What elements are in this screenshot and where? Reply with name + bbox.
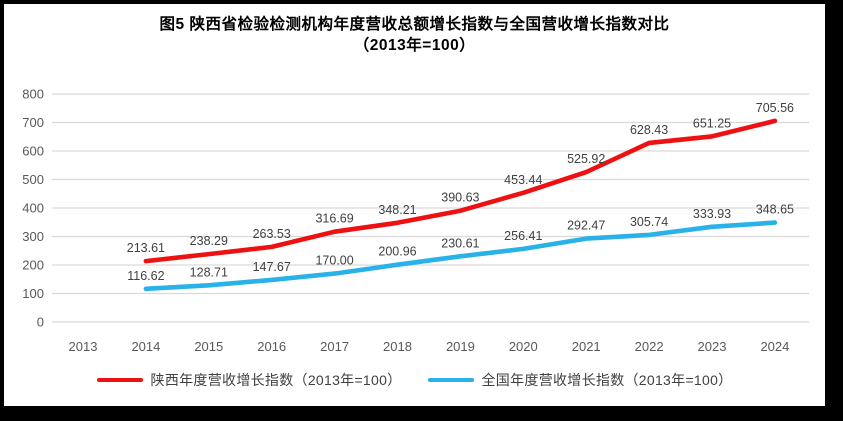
x-axis-tick-label: 2015 — [194, 339, 223, 354]
legend-item-national: 全国年度营收增长指数（2013年=100） — [427, 370, 733, 390]
x-axis-tick-label: 2014 — [131, 339, 160, 354]
data-label: 333.93 — [693, 207, 731, 221]
data-label: 128.71 — [190, 265, 228, 279]
y-axis-tick-label: 500 — [22, 172, 44, 187]
y-axis-tick-label: 200 — [22, 258, 44, 273]
x-axis-tick-label: 2013 — [69, 339, 98, 354]
data-label: 170.00 — [315, 254, 353, 268]
x-axis-tick-label: 2019 — [446, 339, 475, 354]
y-axis-tick-label: 400 — [22, 201, 44, 216]
data-label: 263.53 — [253, 227, 291, 241]
y-axis-tick-label: 0 — [37, 315, 44, 330]
chart-title-line2: （2013年=100） — [353, 37, 476, 54]
y-axis-tick-label: 100 — [22, 286, 44, 301]
x-axis-tick-label: 2023 — [698, 339, 727, 354]
x-axis-tick-label: 2020 — [509, 339, 538, 354]
legend-label-national: 全国年度营收增长指数（2013年=100） — [481, 372, 733, 388]
data-label: 292.47 — [567, 219, 605, 233]
x-axis-tick-label: 2022 — [635, 339, 664, 354]
data-label: 348.21 — [378, 203, 416, 217]
x-axis-tick-label: 2018 — [383, 339, 412, 354]
data-label: 390.63 — [441, 191, 479, 205]
data-label: 705.56 — [756, 101, 794, 115]
data-label: 628.43 — [630, 123, 668, 137]
data-label: 230.61 — [441, 236, 479, 250]
data-label: 147.67 — [253, 260, 291, 274]
x-axis-tick-label: 2016 — [257, 339, 286, 354]
data-label: 213.61 — [127, 241, 165, 255]
x-axis-tick-label: 2017 — [320, 339, 349, 354]
data-label: 651.25 — [693, 116, 731, 130]
national-line-marker-icon — [427, 377, 474, 383]
x-axis-tick-label: 2021 — [572, 339, 601, 354]
y-axis-tick-label: 700 — [22, 115, 44, 130]
data-label: 200.96 — [378, 245, 416, 259]
chart-title-line1: 图5 陕西省检验检测机构年度营收总额增长指数与全国营收增长指数对比 — [159, 16, 670, 33]
data-label: 525.92 — [567, 152, 605, 166]
line-chart: 0 100 200 300 400 500 600 700 800 2013 2014 2015 201… — [22, 87, 809, 354]
data-label: 453.44 — [504, 173, 542, 187]
legend-item-shaanxi: 陕西年度营收增长指数（2013年=100） — [96, 370, 402, 390]
y-axis-tick-label: 800 — [22, 87, 44, 102]
shaanxi-line-marker-icon — [96, 377, 143, 383]
chart-title: 图5 陕西省检验检测机构年度营收总额增长指数与全国营收增长指数对比 （2013年… — [4, 14, 825, 56]
chart-legend: 陕西年度营收增长指数（2013年=100） 全国年度营收增长指数（2013年=1… — [4, 370, 825, 390]
y-axis-tick-label: 300 — [22, 229, 44, 244]
data-label: 116.62 — [127, 269, 164, 283]
y-axis-tick-label: 600 — [22, 144, 44, 159]
series-line — [143, 118, 778, 264]
data-label: 238.29 — [190, 234, 228, 248]
data-label: 316.69 — [315, 212, 353, 226]
data-label: 305.74 — [630, 215, 668, 229]
x-axis-tick-label: 2024 — [760, 339, 789, 354]
data-label: 348.65 — [756, 203, 794, 217]
series-line — [143, 220, 778, 292]
data-label: 256.41 — [504, 229, 542, 243]
legend-label-shaanxi: 陕西年度营收增长指数（2013年=100） — [150, 372, 402, 388]
